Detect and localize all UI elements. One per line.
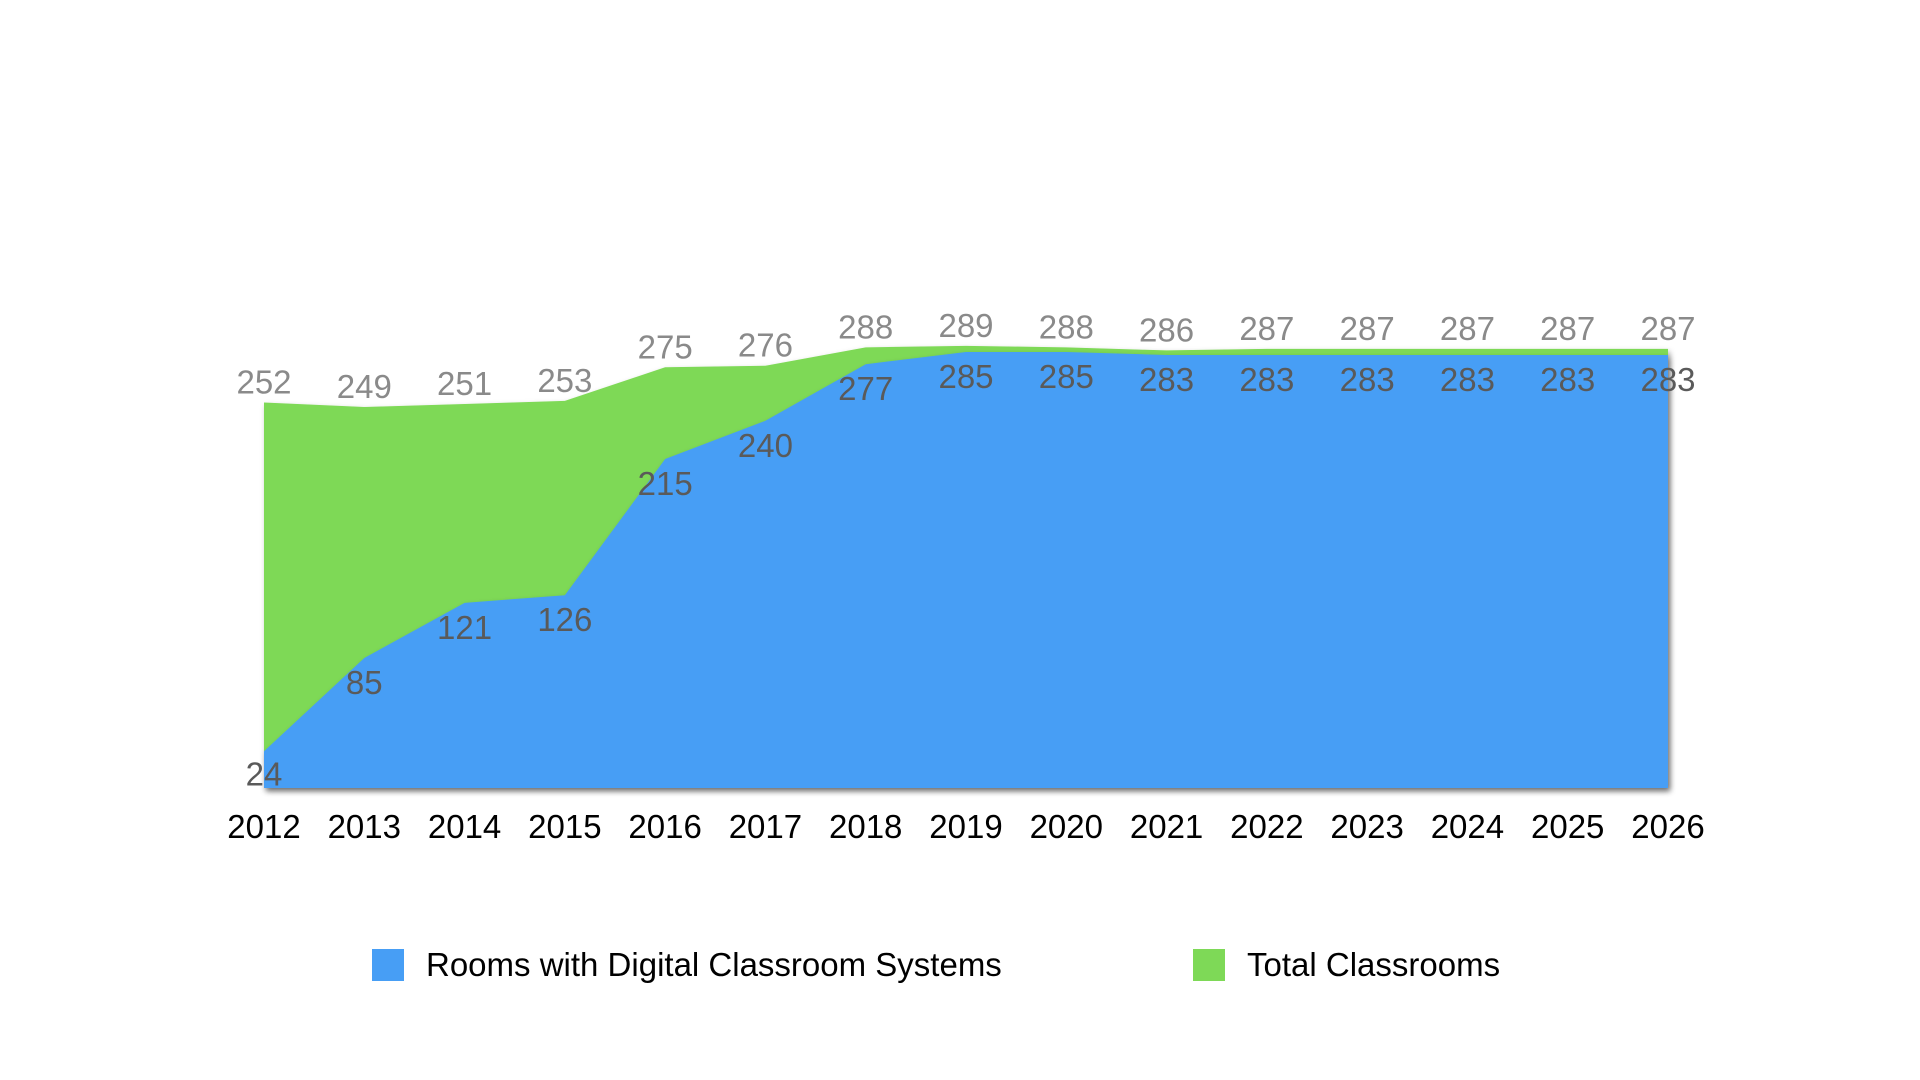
data-label-rooms: 240 (738, 427, 793, 464)
x-tick-label: 2024 (1431, 808, 1504, 845)
data-label-rooms: 283 (1239, 361, 1294, 398)
data-label-total: 287 (1540, 310, 1595, 347)
data-label-rooms: 121 (437, 609, 492, 646)
legend-swatch-rooms (372, 949, 404, 981)
data-label-total: 253 (537, 362, 592, 399)
legend: Rooms with Digital Classroom Systems Tot… (0, 940, 1920, 1000)
data-label-total: 287 (1440, 310, 1495, 347)
data-label-rooms: 277 (838, 370, 893, 407)
legend-swatch-total (1193, 949, 1225, 981)
data-label-total: 251 (437, 365, 492, 402)
data-label-total: 288 (838, 308, 893, 345)
area-rooms (264, 351, 1668, 788)
data-labels-layer: 252 249 251 253 275 276 288 289 288 286 287 287 287 2… (236, 307, 1695, 792)
data-label-total: 287 (1640, 310, 1695, 347)
legend-label-total: Total Classrooms (1247, 946, 1501, 983)
data-label-rooms: 85 (346, 664, 383, 701)
data-label-total: 289 (938, 307, 993, 344)
data-label-rooms: 126 (537, 601, 592, 638)
x-tick-label: 2013 (328, 808, 401, 845)
x-tick-label: 2021 (1130, 808, 1203, 845)
x-tick-label: 2025 (1531, 808, 1604, 845)
data-label-total: 249 (337, 368, 392, 405)
data-label-total: 286 (1139, 311, 1194, 348)
legend-label-rooms: Rooms with Digital Classroom Systems (426, 946, 1002, 983)
data-label-rooms: 283 (1540, 361, 1595, 398)
data-label-rooms: 285 (1039, 358, 1094, 395)
x-tick-label: 2016 (628, 808, 701, 845)
x-tick-label: 2020 (1030, 808, 1103, 845)
x-axis-ticks: 2012 2013 2014 2015 2016 2017 2018 2019 2020 2021… (227, 808, 1704, 845)
x-tick-label: 2018 (829, 808, 902, 845)
x-tick-label: 2023 (1330, 808, 1403, 845)
data-label-rooms: 24 (246, 755, 283, 792)
x-tick-label: 2019 (929, 808, 1002, 845)
data-label-total: 275 (638, 328, 693, 365)
data-label-total: 287 (1340, 310, 1395, 347)
x-tick-label: 2017 (729, 808, 802, 845)
data-label-rooms: 283 (1640, 361, 1695, 398)
data-label-total: 252 (236, 363, 291, 400)
legend-item-total: Total Classrooms (1193, 940, 1500, 990)
data-label-total: 288 (1039, 308, 1094, 345)
data-label-rooms: 283 (1340, 361, 1395, 398)
x-tick-label: 2014 (428, 808, 501, 845)
x-tick-label: 2012 (227, 808, 300, 845)
data-label-rooms: 283 (1139, 361, 1194, 398)
x-tick-label: 2022 (1230, 808, 1303, 845)
x-tick-label: 2015 (528, 808, 601, 845)
data-label-rooms: 283 (1440, 361, 1495, 398)
legend-item-rooms: Rooms with Digital Classroom Systems (372, 940, 1002, 990)
data-label-total: 287 (1239, 310, 1294, 347)
data-label-rooms: 215 (638, 465, 693, 502)
x-tick-label: 2026 (1631, 808, 1704, 845)
areas-layer (264, 345, 1668, 788)
data-label-total: 276 (738, 327, 793, 364)
data-label-rooms: 285 (938, 358, 993, 395)
